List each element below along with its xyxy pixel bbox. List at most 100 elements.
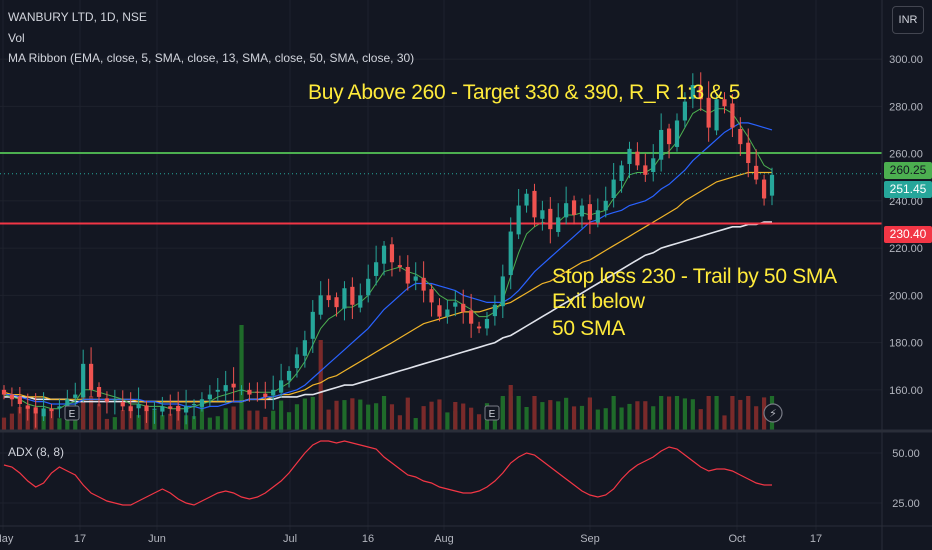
volume-bar: [120, 410, 125, 430]
volume-bar: [666, 396, 672, 430]
volume-bar: [96, 403, 102, 430]
candle-body: [286, 370, 292, 381]
candle-body: [302, 340, 307, 356]
candle-body: [540, 210, 545, 219]
candle-body: [326, 295, 331, 301]
candle-body: [595, 210, 600, 223]
candle-body: [500, 276, 505, 307]
horizontal-levels[interactable]: [0, 151, 882, 225]
volume-bar: [722, 415, 727, 430]
currency-button[interactable]: INR: [892, 6, 924, 34]
candle-body: [635, 151, 640, 166]
volume-bar: [437, 399, 442, 430]
candle-body: [579, 205, 585, 217]
lightning-icon: ⚡: [769, 407, 777, 420]
volume-bar: [57, 418, 62, 430]
event-markers[interactable]: E E ⚡: [64, 403, 783, 423]
candle-body: [255, 391, 260, 393]
adx-tick-label: 50.00: [892, 448, 920, 460]
candle-body: [65, 399, 70, 408]
volume-bar: [674, 396, 680, 430]
volume-bar: [49, 408, 54, 430]
candle-body: [239, 389, 244, 391]
volume-bar: [714, 396, 719, 430]
volume-bar: [587, 397, 592, 430]
volume-bar: [659, 396, 664, 430]
volume-bar: [231, 406, 236, 430]
volume-bar: [627, 403, 632, 430]
volume-bar-spike: [318, 340, 323, 430]
time-tick-label: Sep: [580, 533, 600, 545]
volume-bar: [619, 407, 624, 430]
candle-body: [144, 405, 149, 412]
candle-body: [294, 354, 300, 369]
candlesticks: [1, 72, 775, 428]
volume-bar: [611, 396, 616, 430]
volume-bar: [445, 412, 450, 430]
candle-body: [548, 208, 553, 230]
volume-bar: [255, 410, 260, 430]
candle-body: [1, 389, 7, 395]
stop-level-price-label: 230.40: [884, 226, 932, 243]
earnings-marker-icon: E: [69, 409, 76, 420]
candle-body: [128, 406, 133, 412]
candle-body: [413, 276, 418, 281]
volume-bar: [1, 417, 7, 430]
candle-body: [104, 398, 110, 402]
candle-body: [279, 380, 284, 393]
time-tick-label: 17: [810, 533, 822, 545]
volume-bar: [389, 404, 395, 430]
buy-level-price-label: 260.25: [884, 162, 932, 179]
volume-bar: [556, 401, 561, 430]
volume-bar: [564, 397, 569, 430]
candle-body: [571, 200, 577, 215]
volume-bar-spike: [508, 385, 513, 430]
volume-bar: [651, 406, 656, 430]
candle-body: [674, 120, 680, 147]
candle-body: [492, 304, 497, 317]
volume-bar-spike: [81, 394, 86, 430]
volume-bar: [358, 399, 363, 430]
volume-bar-spike: [453, 402, 458, 430]
candle-body: [57, 406, 62, 409]
volume-bar: [326, 409, 331, 430]
candle-body: [358, 295, 363, 308]
volume-bar: [223, 408, 228, 430]
candle-body: [168, 406, 173, 409]
candle-body: [405, 266, 410, 284]
candle-body: [271, 389, 276, 396]
candle-body: [730, 103, 735, 128]
volume-bar: [548, 400, 553, 430]
volume-bar: [215, 416, 220, 430]
candle-body: [191, 404, 197, 406]
stop-annotation-line1: Stop loss 230 - Trail by 50 SMA: [552, 265, 837, 288]
candle-body: [389, 244, 395, 263]
volume-bar: [88, 396, 94, 430]
volume-bars: [1, 325, 775, 430]
candle-body: [160, 406, 165, 412]
candle-body: [619, 165, 624, 181]
candle-body: [9, 394, 15, 400]
volume-bar: [310, 396, 315, 430]
candle-body: [603, 200, 608, 211]
candle-body: [706, 97, 711, 128]
buy-annotation: Buy Above 260 - Target 330 & 390, R_R 1:…: [308, 81, 741, 104]
volume-bar-spike: [239, 325, 244, 430]
earnings-marker-icon: E: [489, 409, 496, 420]
volume-bar: [247, 410, 252, 430]
candle-body: [73, 394, 78, 398]
volume-bar: [540, 402, 545, 430]
price-tick-label: 240.00: [889, 196, 923, 208]
volume-bar: [381, 396, 387, 430]
candle-body: [453, 302, 458, 307]
candle-body: [33, 407, 38, 414]
candle-body: [714, 99, 719, 131]
volume-bar: [168, 413, 173, 430]
candle-body: [769, 174, 775, 196]
adx-line: [3, 440, 772, 506]
volume-bar: [191, 416, 197, 430]
volume-bar: [207, 417, 212, 430]
candle-body: [342, 288, 347, 309]
